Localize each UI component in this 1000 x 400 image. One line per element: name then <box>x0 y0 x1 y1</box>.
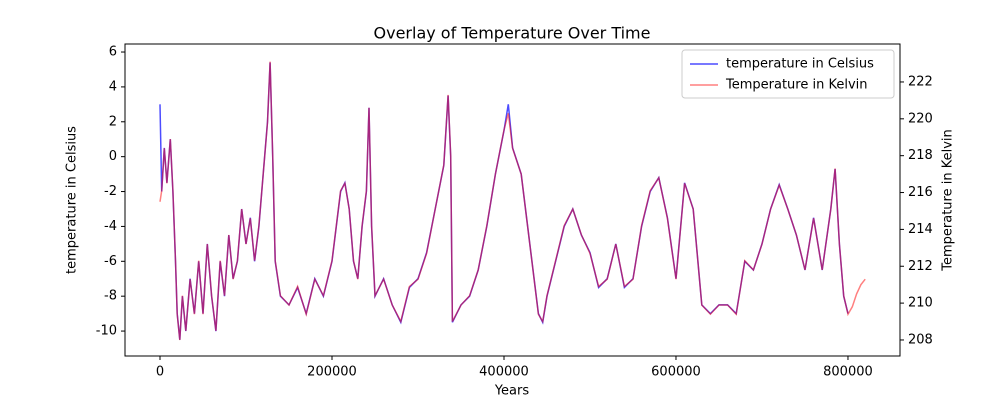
legend-label: Temperature in Kelvin <box>725 78 868 93</box>
y-tick-label: -10 <box>96 324 117 339</box>
y2-tick-label: 222 <box>908 74 933 89</box>
chart-title: Overlay of Temperature Over Time <box>374 24 651 43</box>
x-tick-label: 400000 <box>479 365 529 380</box>
y-tick-label: -2 <box>104 184 117 199</box>
y2-axis-label: Temperature in Kelvin <box>941 129 956 272</box>
y-tick-label: -8 <box>104 289 117 304</box>
y2-tick-label: 216 <box>908 185 933 200</box>
line-series <box>159 62 849 340</box>
x-tick-label: 0 <box>156 365 164 380</box>
x-axis-label: Years <box>494 384 530 399</box>
y-tick-label: 4 <box>109 79 117 94</box>
y-tick-label: 6 <box>109 45 117 60</box>
y2-tick-label: 208 <box>908 332 933 347</box>
y-axis-label: temperature in Celsius <box>65 126 80 274</box>
y2-tick-label: 220 <box>908 111 933 126</box>
x-tick-label: 200000 <box>307 365 357 380</box>
y-tick-label: -4 <box>104 219 117 234</box>
y2-tick-label: 212 <box>908 259 933 274</box>
x-tick-label: 800000 <box>823 365 873 380</box>
y2-tick-label: 214 <box>908 222 933 237</box>
legend-box <box>681 49 895 99</box>
x-tick-label: 600000 <box>651 365 701 380</box>
y-tick-label: -6 <box>104 254 117 269</box>
y2-tick-label: 210 <box>908 296 933 311</box>
line-series <box>159 61 866 341</box>
y2-tick-label: 218 <box>908 148 933 163</box>
y-tick-label: 2 <box>109 114 117 129</box>
plot-frame <box>124 43 901 357</box>
legend-label: temperature in Celsius <box>726 57 874 72</box>
y-tick-label: 0 <box>109 149 117 164</box>
